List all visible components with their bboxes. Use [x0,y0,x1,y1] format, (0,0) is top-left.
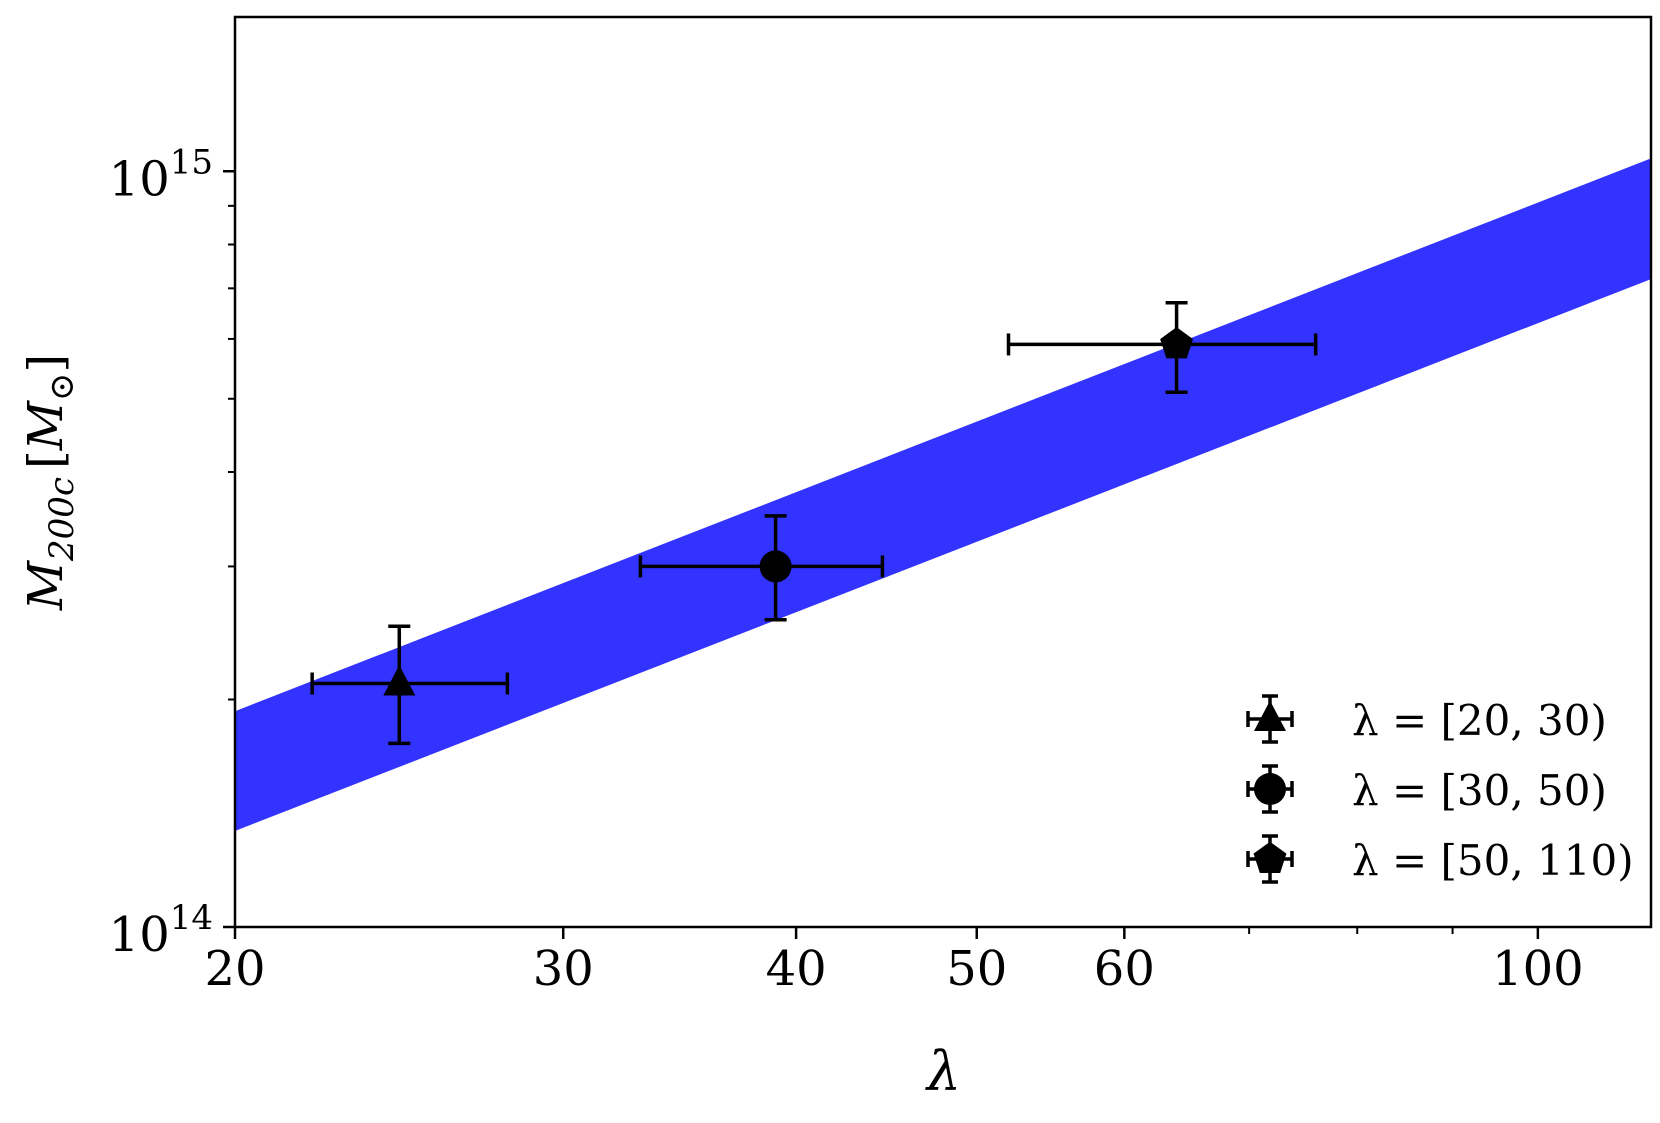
points-layer [310,300,1318,746]
x-tick-label: 30 [533,941,594,997]
y-tick-label: 1014 [109,898,213,963]
data-point-triangle [310,624,510,746]
marker-circle [759,550,792,583]
legend-marker-pentagon [1253,841,1287,873]
ticks-layer: 20 30 40 50 60 100 1014 1015 [109,142,1584,997]
x-tick-label: 40 [766,941,827,997]
y-label-unit-open: [ [18,450,74,469]
y-axis-label: M200c[M⊙] [18,354,82,611]
confidence-band [235,158,1651,831]
legend-entry: λ = [20, 30) [1246,694,1607,745]
x-tick-label: 60 [1094,941,1155,997]
marker-pentagon [1160,327,1194,359]
x-tick-label: 20 [204,941,265,997]
legend-marker-circle [1254,773,1286,805]
legend-label: λ = [20, 30) [1352,696,1607,745]
y-label-unit-close: ] [18,354,74,373]
legend-label: λ = [30, 50) [1352,766,1607,815]
data-point-pentagon [1006,300,1318,395]
legend-entry: λ = [30, 50) [1246,764,1607,815]
svg-text:M200c[M⊙]: M200c[M⊙] [18,354,82,611]
y-label-sub: 200c [42,477,82,562]
y-label-unit-sub: ⊙ [42,373,82,402]
y-label-main: M [18,559,74,611]
band-layer [235,158,1651,831]
data-point-circle [638,514,885,622]
y-label-unit-main: M [18,399,74,451]
x-axis-label: λ [925,1040,961,1103]
legend-marker-triangle [1254,700,1286,731]
y-tick-label: 1015 [109,142,213,207]
legend: λ = [20, 30) λ = [30, 50) λ = [50, 110) [1246,694,1634,885]
x-tick-label: 100 [1492,941,1584,997]
legend-label: λ = [50, 110) [1352,836,1634,885]
x-tick-label: 50 [946,941,1007,997]
marker-triangle [383,665,416,696]
legend-entry: λ = [50, 110) [1246,834,1634,885]
